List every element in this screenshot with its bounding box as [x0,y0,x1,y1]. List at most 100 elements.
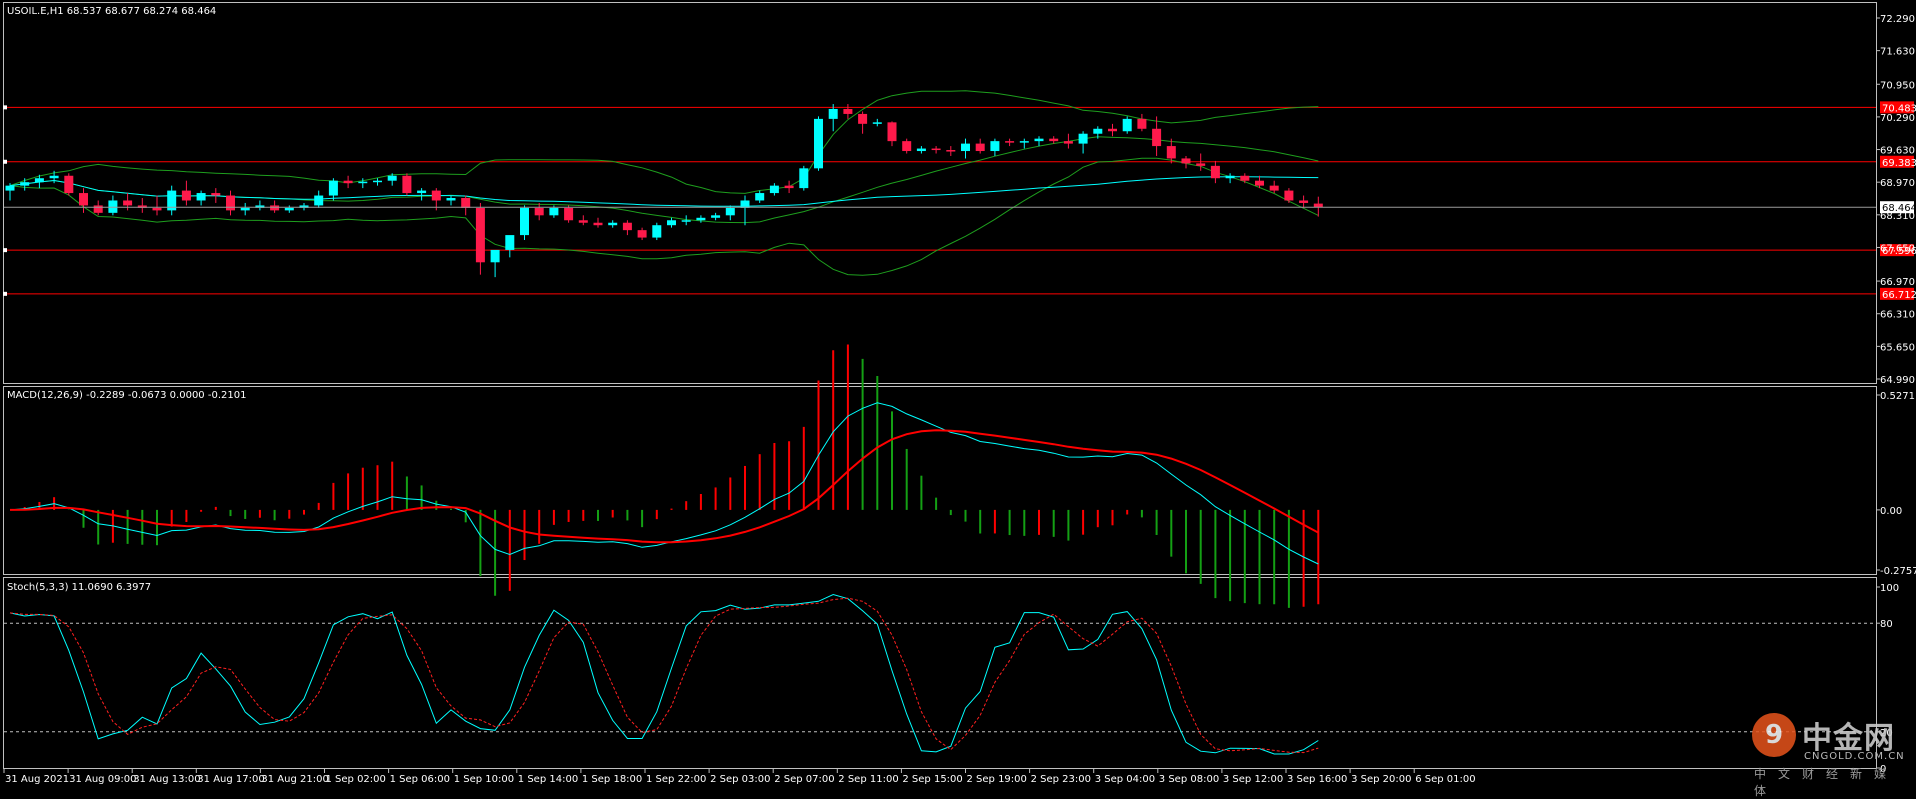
candle-body [784,185,794,189]
macd-tick-label: 0.5271 [1880,391,1915,402]
price-tick-label: 67.650 [1880,243,1915,254]
time-tick-label: 1 Sep 14:00 [518,774,578,785]
candle-body [358,181,368,184]
time-tick-label: 6 Sep 01:00 [1415,774,1475,785]
time-tick-label: 1 Sep 22:00 [646,774,706,785]
candle-body [328,180,338,196]
candle-body [608,222,618,226]
candle-body [858,113,868,124]
time-tick-label: 1 Sep 18:00 [582,774,642,785]
candle-body [740,200,750,208]
candle-body [872,122,882,124]
candle-body [284,207,294,211]
price-tick-label: 66.310 [1880,310,1915,321]
time-tick-label: 1 Sep 10:00 [454,774,514,785]
current-price-label: 68.464 [1882,203,1916,214]
candle-body [799,168,809,189]
candle-body [1299,200,1309,203]
candle-body [299,205,309,208]
candle-body [373,180,382,183]
candle-body [226,195,235,211]
price-tick-label: 72.290 [1880,14,1915,25]
candle-body [843,108,853,114]
stoch-tick-label: 0 [1880,764,1886,775]
price-tick-label: 68.310 [1880,211,1915,222]
candle-body [1137,118,1147,129]
macd-panel-header: MACD(12,26,9) -0.2289 -0.0673 0.0000 -0.… [7,390,246,401]
candle-body [593,222,603,226]
stoch-tick-label: 100 [1880,583,1899,594]
candle-body [255,205,265,208]
time-tick-label: 3 Sep 04:00 [1095,774,1155,785]
time-tick-label: 3 Sep 12:00 [1223,774,1283,785]
candle-body [725,207,735,216]
candle-body [93,205,103,213]
price-panel[interactable] [3,2,1877,384]
candle-body [431,190,441,201]
candle-body [916,148,926,152]
watermark: 9 中金网 CNGOLD.COM.CN 中文财经新媒体 [1752,711,1905,798]
macd-main-line [9,402,1319,565]
candle-body [946,150,956,152]
time-tick-label: 2 Sep 03:00 [710,774,770,785]
price-tick-label: 71.630 [1880,47,1915,58]
macd-axis: 0.5271 0.00 -0.2757 [1876,391,1916,577]
candle-body [446,198,456,201]
candle-body [79,193,88,206]
level-tag [1880,244,1914,257]
candle-body [314,195,324,206]
time-tick-label: 3 Sep 16:00 [1287,774,1347,785]
bollinger-lower-band [9,157,1319,276]
stoch-signal-line [9,597,1319,754]
level-tag-label: 67.596 [1882,246,1916,257]
candle-body [270,205,280,211]
candle-body [387,175,397,181]
watermark-subtitle: 中文财经新媒体 [1754,767,1899,798]
macd-signal-line [9,429,1319,544]
candle-body [152,207,162,211]
candle-body [1210,165,1220,179]
candle-body [1196,163,1206,166]
candle-body [505,235,515,250]
candle-body [1152,128,1162,147]
candle-body [20,182,30,186]
time-tick-label: 31 Aug 13:00 [133,774,200,785]
price-axis: 70.483 69.383 67.596 66.712 68.464 72.290 71.6… [1876,14,1916,386]
stoch-panel[interactable] [3,577,1877,769]
candle-body [696,217,706,221]
level-tag [1880,101,1914,114]
candle-body [167,190,177,211]
candle-body [1313,203,1323,208]
candle-body [34,178,44,183]
candle-body [49,175,59,179]
stoch-axis: 100 80 20 0 [1876,583,1899,775]
candle-body [990,141,1000,152]
level-tag [1880,155,1914,168]
candle-body [902,141,912,152]
candle-body [769,185,779,194]
candle-body [108,200,118,213]
macd-tick-label: -0.2757 [1880,566,1916,577]
candle-body [961,143,970,152]
candle-body [1078,133,1088,144]
candle-body [1166,146,1176,159]
candle-body [1240,175,1250,181]
price-tick-label: 66.970 [1880,277,1915,288]
time-tick-label: 2 Sep 07:00 [774,774,834,785]
time-tick-label: 31 Aug 09:00 [69,774,136,785]
time-tick-label: 1 Sep 06:00 [390,774,450,785]
macd-panel[interactable] [3,386,1877,575]
stoch-main-line [9,593,1319,755]
price-tick-label: 69.630 [1880,146,1915,157]
time-tick-label: 3 Sep 20:00 [1351,774,1411,785]
watermark-url: CNGOLD.COM.CN [1804,751,1905,762]
stoch-plot [4,593,1876,755]
price-tick-label: 70.290 [1880,113,1915,124]
time-tick-label: 2 Sep 19:00 [967,774,1027,785]
bollinger-upper-band [9,90,1319,194]
level-anchor [3,248,7,253]
candle-body [975,143,985,152]
candle-body [1108,128,1117,132]
candle-body [1093,128,1103,134]
